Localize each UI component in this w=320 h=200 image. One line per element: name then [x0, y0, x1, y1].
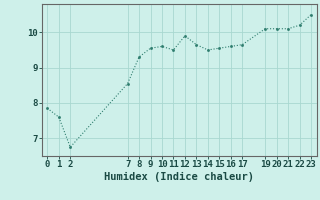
X-axis label: Humidex (Indice chaleur): Humidex (Indice chaleur) [104, 172, 254, 182]
